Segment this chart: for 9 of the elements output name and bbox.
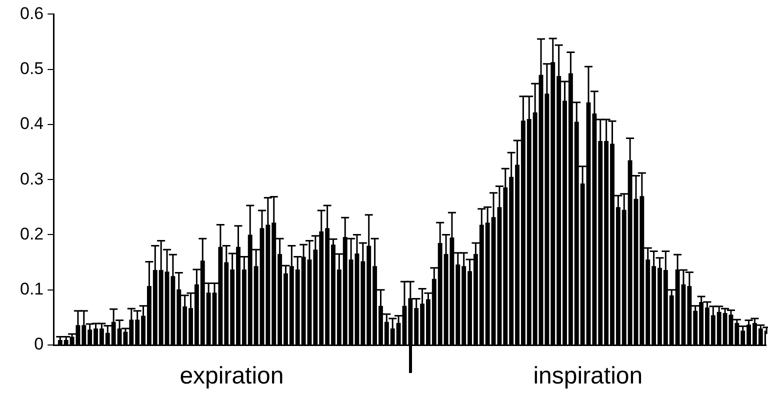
y-tick-label: 0.1 xyxy=(20,280,44,299)
y-tick-label: 0.2 xyxy=(20,224,44,244)
y-tick-label: 0.3 xyxy=(20,169,44,188)
y-tick-label: 0.5 xyxy=(20,59,44,78)
y-tick-label: 0.6 xyxy=(20,4,44,23)
y-tick-label: 0.4 xyxy=(20,114,44,134)
text: inspiration xyxy=(533,362,643,390)
y-tick-label: 0 xyxy=(34,334,44,354)
text: expiration xyxy=(180,362,284,390)
